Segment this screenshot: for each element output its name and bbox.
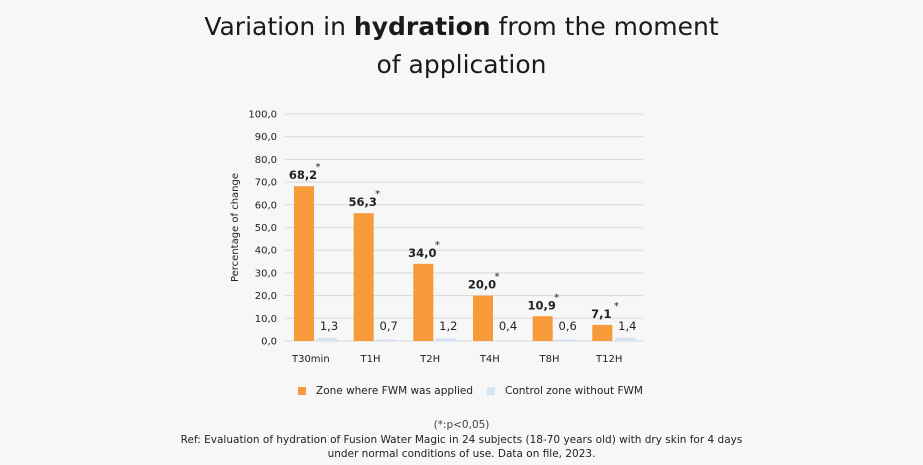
y-tick-label: 10,0 (255, 314, 277, 325)
bar-applied (413, 263, 434, 341)
x-tick-label: T2H (419, 354, 440, 365)
y-tick-label: 50,0 (255, 223, 277, 234)
title-bold: hydration (353, 12, 491, 41)
data-label-control: 1,2 (439, 319, 457, 333)
y-tick-label: 30,0 (255, 268, 277, 279)
bar-control (376, 339, 397, 341)
bar-applied (592, 324, 613, 341)
data-label-applied: 10,9 (527, 298, 555, 312)
y-tick-label: 60,0 (255, 200, 277, 211)
bar-control (317, 338, 337, 341)
title-line2: of application (376, 50, 547, 79)
significance-note: (*:p<0,05) (433, 419, 490, 431)
data-label-control: 1,4 (618, 319, 636, 333)
data-label-control: 0,6 (559, 319, 577, 333)
x-tick-label: T4H (479, 354, 500, 365)
bar-control (555, 339, 576, 341)
title-prefix: Variation in (204, 12, 354, 41)
data-label-applied: 20,0 (468, 278, 496, 292)
bar-control (436, 338, 457, 341)
reference-note: Ref: Evaluation of hydration of Fusion W… (0, 433, 923, 461)
bar-control (615, 337, 636, 341)
bar-applied (294, 186, 314, 341)
data-label-applied: 56,3 (348, 195, 376, 209)
y-tick-label: 20,0 (255, 291, 277, 302)
significance-marker: * (375, 189, 380, 200)
title-suffix: from the moment (490, 12, 719, 41)
reference-line-2: under normal conditions of use. Data on … (327, 448, 596, 460)
significance-marker: * (495, 272, 500, 283)
bar-applied (353, 213, 374, 341)
legend-label-control: Control zone without FWM (505, 385, 643, 397)
bar-applied (532, 316, 553, 341)
x-tick-label: T1H (360, 354, 381, 365)
data-label-control: 0,4 (499, 319, 517, 333)
bar-applied (473, 295, 493, 341)
legend: Zone where FWM was applied Control zone … (0, 385, 923, 405)
data-label-applied: 34,0 (408, 246, 436, 260)
chart-title: Variation in hydration from the moment o… (0, 8, 923, 84)
y-tick-label: 40,0 (255, 246, 277, 257)
data-label-control: 1,3 (320, 319, 338, 333)
y-tick-label: 80,0 (255, 155, 277, 166)
legend-item-applied: Zone where FWM was applied (298, 385, 473, 397)
significance-marker: * (554, 292, 559, 303)
y-tick-label: 70,0 (255, 178, 277, 189)
legend-swatch-applied (298, 387, 306, 395)
significance-marker: * (435, 240, 440, 251)
x-tick-label: T8H (539, 354, 560, 365)
significance-marker: * (316, 162, 321, 173)
legend-label-applied: Zone where FWM was applied (316, 385, 474, 397)
y-tick-label: 0,0 (261, 337, 277, 348)
data-label-applied: 68,2 (289, 168, 317, 182)
bar-chart: 0,0 10,0 20,0 30,0 40,0 50,0 60,0 70,0 80,0 90,0 1… (230, 110, 643, 365)
x-tick-label: T12H (595, 354, 622, 365)
significance-marker: * (614, 301, 619, 312)
legend-item-control: Control zone without FWM (487, 385, 643, 397)
y-axis-label: Percentage of change (230, 173, 241, 282)
legend-swatch-control (487, 387, 495, 395)
data-label-control: 0,7 (380, 319, 398, 333)
data-label-applied: 7,1 (591, 307, 611, 321)
y-tick-label: 90,0 (255, 132, 277, 143)
x-tick-label: T30min (291, 354, 330, 365)
bar-control (496, 340, 516, 342)
reference-line-1: Ref: Evaluation of hydration of Fusion W… (180, 434, 743, 446)
y-tick-label: 100,0 (248, 110, 277, 121)
